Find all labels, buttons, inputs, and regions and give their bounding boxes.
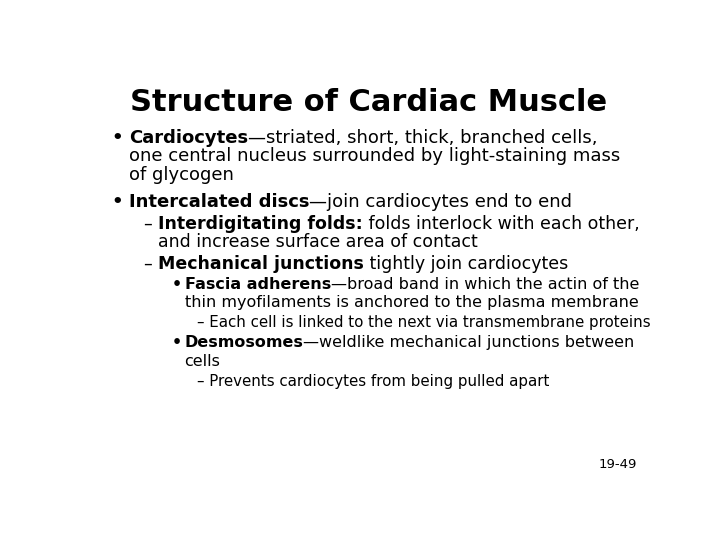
Text: cells: cells [184, 354, 220, 368]
Text: of glycogen: of glycogen [129, 166, 233, 184]
Text: Structure of Cardiac Muscle: Structure of Cardiac Muscle [130, 88, 608, 117]
Text: – Prevents cardiocytes from being pulled apart: – Prevents cardiocytes from being pulled… [197, 374, 549, 389]
Text: Desmosomes: Desmosomes [184, 335, 303, 350]
Text: —weldlike mechanical junctions between: —weldlike mechanical junctions between [303, 335, 634, 350]
Text: •: • [171, 335, 181, 350]
Text: Intercalated discs: Intercalated discs [129, 193, 310, 211]
Text: 19-49: 19-49 [599, 458, 637, 471]
Text: Mechanical junctions: Mechanical junctions [158, 255, 364, 273]
Text: –: – [143, 215, 151, 233]
Text: thin myofilaments is anchored to the plasma membrane: thin myofilaments is anchored to the pla… [184, 295, 639, 310]
Text: •: • [171, 276, 181, 292]
Text: – Each cell is linked to the next via transmembrane proteins: – Each cell is linked to the next via tr… [197, 315, 651, 330]
Text: —broad band in which the actin of the: —broad band in which the actin of the [330, 276, 639, 292]
Text: Cardiocytes: Cardiocytes [129, 129, 248, 147]
Text: folds interlock with each other,: folds interlock with each other, [363, 215, 639, 233]
Text: —striated, short, thick, branched cells,: —striated, short, thick, branched cells, [248, 129, 598, 147]
Text: •: • [112, 193, 123, 211]
Text: Interdigitating folds:: Interdigitating folds: [158, 215, 363, 233]
Text: Fascia adherens: Fascia adherens [184, 276, 330, 292]
Text: one central nucleus surrounded by light-staining mass: one central nucleus surrounded by light-… [129, 147, 620, 165]
Text: –: – [143, 255, 151, 273]
Text: and increase surface area of contact: and increase surface area of contact [158, 233, 478, 252]
Text: —join cardiocytes end to end: —join cardiocytes end to end [310, 193, 572, 211]
Text: •: • [112, 129, 123, 147]
Text: tightly join cardiocytes: tightly join cardiocytes [364, 255, 568, 273]
